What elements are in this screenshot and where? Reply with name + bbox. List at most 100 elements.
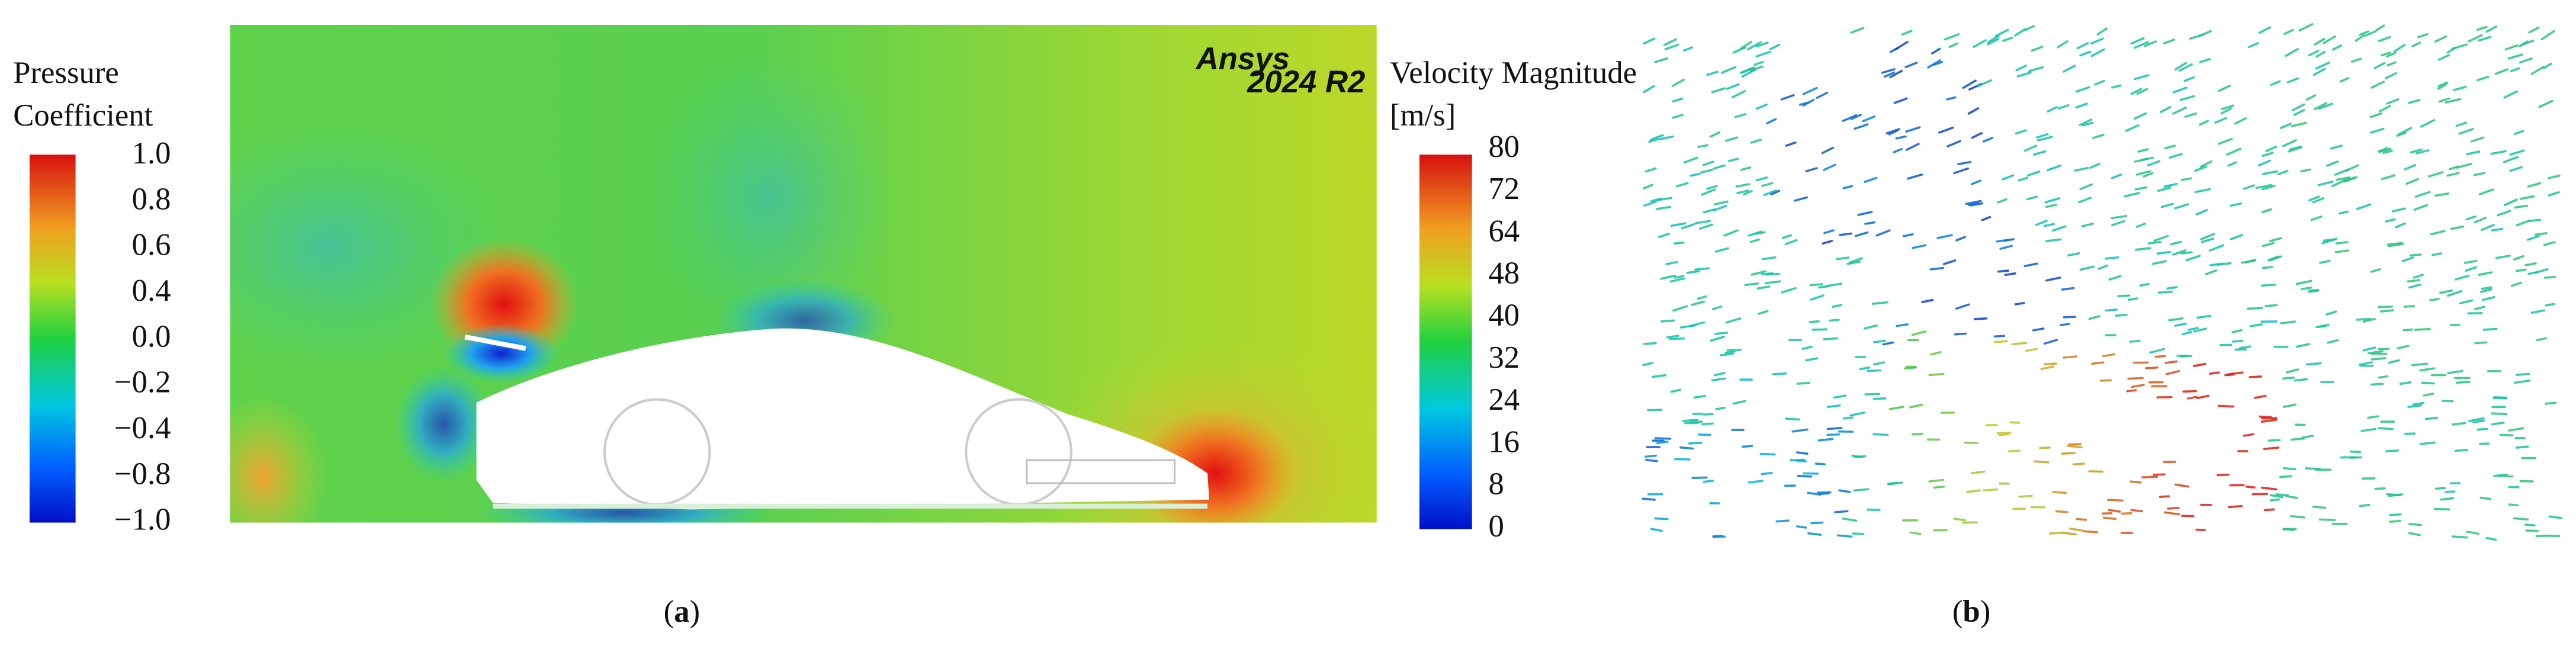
vector	[2092, 133, 2105, 139]
vector	[2226, 147, 2241, 156]
vector	[2479, 442, 2490, 445]
vector	[1888, 406, 1904, 410]
vector	[2134, 247, 2151, 251]
vector	[1761, 472, 1773, 475]
vector	[2421, 381, 2436, 385]
vector	[2188, 327, 2199, 331]
vector	[2490, 150, 2507, 155]
vector	[1961, 521, 1978, 524]
vector	[1658, 233, 1670, 239]
vector	[2031, 46, 2044, 52]
vector	[2439, 289, 2453, 294]
vector	[2446, 290, 2463, 297]
vector	[2381, 52, 2391, 57]
vector	[1700, 169, 1713, 174]
tick-label: 0.4	[132, 274, 171, 308]
vector	[1755, 41, 1769, 48]
vector	[2479, 288, 2493, 293]
vector	[1893, 147, 1903, 153]
vector	[1761, 182, 1774, 187]
vector	[2061, 452, 2076, 455]
vector	[2127, 297, 2138, 301]
vector	[1725, 317, 1742, 324]
vector	[2478, 36, 2492, 42]
vector	[2394, 222, 2406, 229]
vector	[1796, 451, 1809, 455]
vector	[2159, 106, 2172, 113]
vector	[2131, 384, 2145, 388]
vector	[2201, 237, 2214, 243]
vector	[2265, 146, 2278, 152]
vector	[1904, 62, 1918, 69]
vector	[1743, 189, 1753, 196]
vector	[1652, 374, 1667, 378]
vector	[2323, 35, 2336, 44]
vector	[2076, 42, 2089, 50]
vector	[2079, 118, 2093, 127]
vector	[2174, 62, 2188, 71]
vector	[2185, 255, 2201, 262]
vector	[1854, 231, 1869, 237]
vector	[2061, 531, 2077, 536]
vector	[1838, 489, 1851, 493]
vector	[2385, 52, 2397, 58]
caption-close: )	[689, 594, 700, 629]
vector	[1997, 198, 2008, 204]
vector	[2545, 303, 2555, 307]
vector	[2474, 172, 2486, 176]
vector	[2314, 102, 2327, 111]
vector	[2468, 417, 2485, 422]
vector	[2163, 182, 2178, 188]
vector	[2218, 137, 2233, 145]
vector	[1732, 400, 1747, 405]
vector	[2339, 210, 2349, 215]
vector	[2028, 66, 2044, 72]
vector	[2024, 25, 2035, 31]
vector	[2164, 360, 2178, 364]
vector	[1901, 30, 1913, 36]
vector	[2047, 165, 2062, 172]
vector	[2315, 50, 2326, 58]
vector	[2149, 348, 2166, 354]
vector	[1911, 432, 1923, 436]
vector	[2011, 342, 2028, 346]
vector	[2386, 98, 2400, 105]
vector	[1983, 488, 1999, 492]
vector	[2111, 173, 2122, 179]
velocity-title: [m/s]	[1390, 98, 1456, 133]
vector	[2508, 427, 2524, 432]
vector	[2061, 287, 2075, 291]
tick-label: 64	[1488, 214, 1520, 248]
vector	[2364, 30, 2377, 37]
vector	[2192, 362, 2206, 368]
vector	[2057, 104, 2070, 110]
vector	[1936, 234, 1953, 239]
vector	[1994, 28, 2009, 37]
vector	[1719, 352, 1734, 356]
vector	[2135, 223, 2146, 228]
vector	[1749, 238, 1761, 243]
vector	[1734, 113, 1747, 118]
vector	[2234, 117, 2247, 125]
vector	[1944, 33, 1960, 41]
vector	[1872, 433, 1889, 436]
tick-label: 32	[1488, 340, 1520, 375]
vector	[2507, 53, 2523, 60]
vector	[1764, 280, 1781, 284]
vector	[2410, 148, 2423, 154]
vector	[2491, 422, 2505, 426]
vector-field	[1642, 23, 2563, 541]
vector	[2111, 220, 2126, 227]
vector	[2216, 262, 2232, 266]
vector	[1695, 220, 1711, 224]
vector	[2481, 286, 2493, 290]
vector	[2548, 515, 2563, 519]
vector	[2004, 272, 2016, 277]
vector	[1797, 474, 1813, 478]
vector	[2290, 515, 2305, 519]
vector	[2121, 512, 2132, 515]
vector	[2360, 428, 2376, 432]
vector	[2335, 241, 2349, 245]
vector	[1714, 332, 1729, 335]
